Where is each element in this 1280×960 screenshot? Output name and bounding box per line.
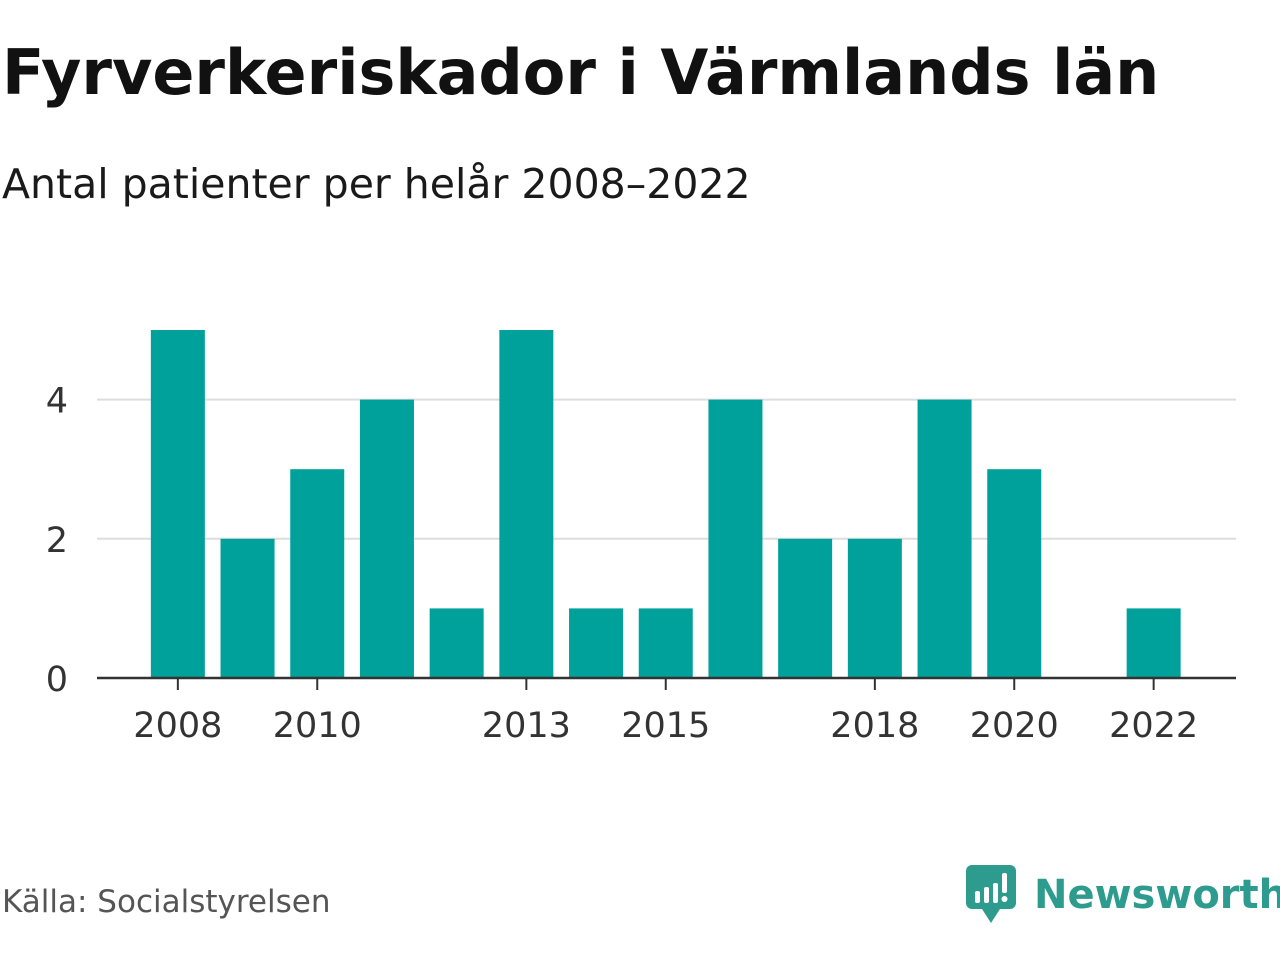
bar-chart: 0 2 4 2008 2010 2013 2015 2018 2020 2022	[46, 330, 1236, 746]
bar-2010	[290, 469, 345, 678]
bar-2017	[778, 538, 833, 678]
bar-2020	[987, 469, 1042, 678]
chart-subtitle: Antal patienter per helår 2008–2022	[2, 160, 751, 208]
bar-2015	[638, 608, 693, 678]
x-tick-label-2010: 2010	[273, 706, 362, 746]
y-tick-label-0: 0	[46, 660, 68, 700]
x-tick-label-2013: 2013	[482, 706, 571, 746]
bar-2008	[150, 330, 205, 678]
bar-2012	[429, 608, 484, 678]
x-tick-label-2015: 2015	[621, 706, 710, 746]
x-tick-label-2018: 2018	[830, 706, 919, 746]
bar-2022	[1126, 608, 1181, 678]
y-tick-label-4: 4	[46, 382, 68, 422]
x-tick-label-2008: 2008	[133, 706, 222, 746]
bars	[150, 330, 1181, 678]
bar-2013	[499, 330, 554, 678]
brand-logo: Newsworthy	[966, 864, 1280, 926]
bar-2019	[917, 399, 972, 678]
x-tick-label-2020: 2020	[970, 706, 1059, 746]
x-tick-label-2022: 2022	[1109, 706, 1198, 746]
chart-title: Fyrverkeriskador i Värmlands län	[2, 36, 1160, 109]
newsworthy-logo-icon	[966, 865, 1016, 923]
y-tick-label-2: 2	[46, 521, 68, 561]
grid-lines	[97, 398, 1236, 540]
bar-2014	[569, 608, 624, 678]
bar-2016	[708, 399, 763, 678]
bar-2011	[359, 399, 414, 678]
brand-name: Newsworthy	[1034, 872, 1280, 918]
bar-2009	[220, 538, 275, 678]
bar-2018	[847, 538, 902, 678]
axes: 0 2 4 2008 2010 2013 2015 2018 2020 2022	[46, 382, 1236, 746]
source-note: Källa: Socialstyrelsen	[2, 884, 331, 920]
